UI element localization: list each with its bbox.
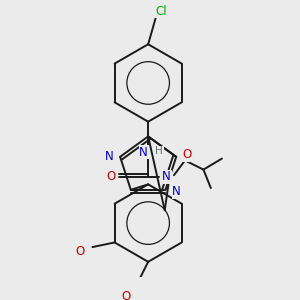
Text: N: N	[139, 146, 148, 159]
Text: O: O	[75, 245, 84, 258]
Text: O: O	[107, 170, 116, 184]
Text: N: N	[172, 185, 181, 198]
Text: N: N	[162, 170, 171, 184]
Text: H: H	[155, 146, 163, 156]
Text: O: O	[122, 290, 131, 300]
Text: Cl: Cl	[155, 4, 167, 18]
Text: O: O	[183, 148, 192, 161]
Text: N: N	[105, 150, 113, 163]
